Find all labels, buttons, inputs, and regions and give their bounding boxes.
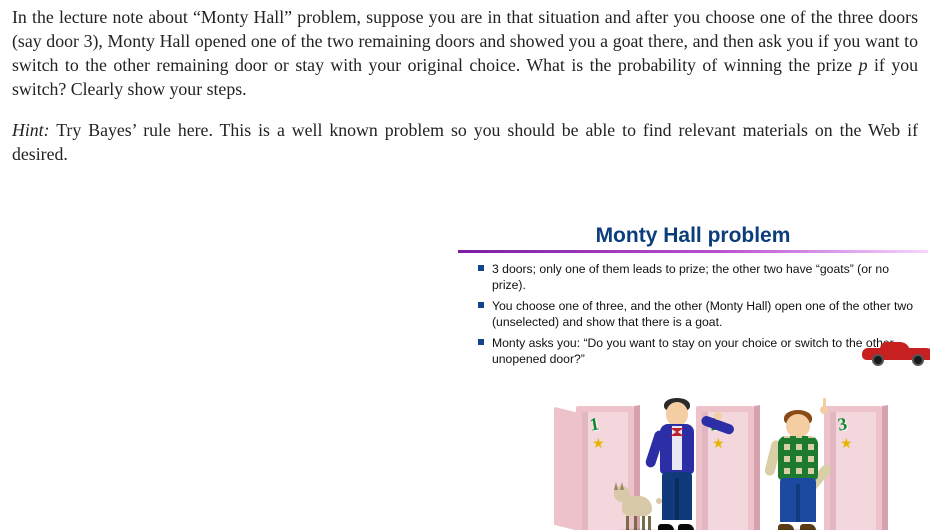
slide-bullet: 3 doors; only one of them leads to prize… xyxy=(478,261,922,294)
slide-card: Monty Hall problem 3 doors; only one of … xyxy=(458,224,928,528)
hint-label: Hint: xyxy=(12,120,50,140)
monty-figure xyxy=(648,402,704,530)
slide-bullet-list: 3 doors; only one of them leads to prize… xyxy=(458,261,928,368)
question-variable: p xyxy=(859,55,868,75)
hint-text: Try Bayes’ rule here. This is a well kno… xyxy=(12,120,918,164)
slide-bullet: You choose one of three, and the other (… xyxy=(478,298,922,331)
page: In the lecture note about “Monty Hall” p… xyxy=(0,0,930,530)
question-text: In the lecture note about “Monty Hall” p… xyxy=(12,7,918,75)
star-icon: ★ xyxy=(592,436,605,453)
car-icon xyxy=(862,342,930,366)
star-icon: ★ xyxy=(712,436,725,453)
question-paragraph: In the lecture note about “Monty Hall” p… xyxy=(12,6,918,101)
slide-title: Monty Hall problem xyxy=(458,224,928,248)
contestant-figure xyxy=(766,414,830,530)
slide-bullet: Monty asks you: “Do you want to stay on … xyxy=(478,335,922,368)
hint-paragraph: Hint: Try Bayes’ rule here. This is a we… xyxy=(12,119,918,167)
star-icon: ★ xyxy=(840,436,853,453)
slide-illustration: 1 ★ 2 ★ xyxy=(576,366,926,530)
door-3: 3 ★ xyxy=(824,406,882,530)
slide-divider xyxy=(458,250,928,253)
